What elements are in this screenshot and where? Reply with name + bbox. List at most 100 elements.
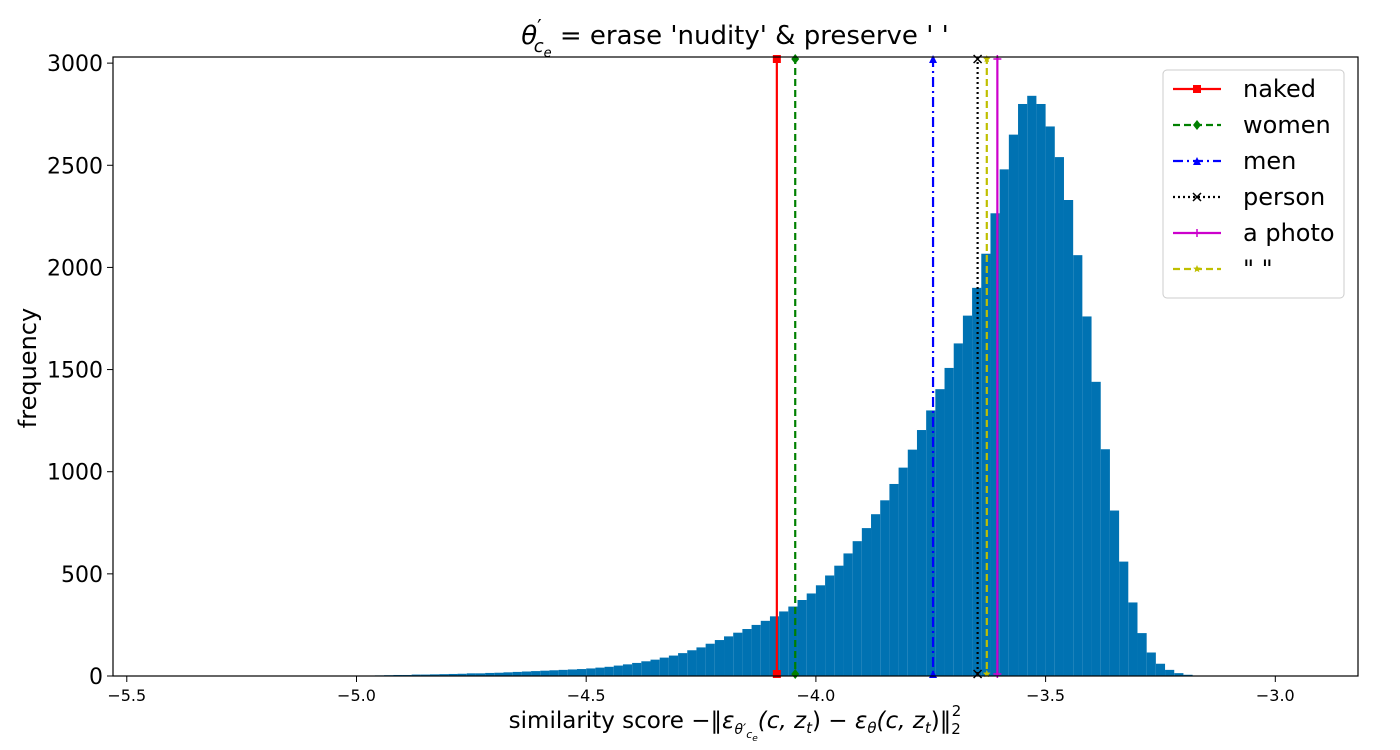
histogram-bar (512, 671, 522, 676)
histogram-bar (889, 483, 899, 676)
title-sub-c: c (534, 36, 544, 57)
histogram-bar (1137, 633, 1147, 676)
histogram-bar (696, 647, 706, 676)
y-tick-label: 2500 (47, 154, 103, 179)
histogram-bar (751, 624, 761, 676)
histogram-bar (1165, 669, 1175, 676)
histogram-bar (650, 659, 660, 676)
x-tick-label: −3.5 (1026, 686, 1065, 705)
histogram-bar (916, 430, 927, 676)
legend-label: men (1243, 147, 1296, 175)
histogram-bar (871, 514, 881, 676)
legend-entry: a photo (1173, 219, 1335, 247)
vline-naked (772, 55, 781, 678)
histogram-bar (760, 620, 770, 676)
histogram-bar (806, 593, 816, 676)
histogram-bar (1036, 103, 1046, 676)
histogram-bar (1155, 663, 1166, 676)
square-marker (772, 670, 781, 678)
title-theta: θ (521, 21, 537, 51)
xlabel-mid3: (c, z (877, 708, 926, 734)
histogram-bar (1008, 134, 1019, 676)
histogram-bar (1146, 652, 1156, 676)
xlabel-prefix: similarity score −‖ (509, 708, 722, 734)
legend-entry: naked (1173, 75, 1316, 103)
histogram-bar (714, 640, 725, 676)
xlabel-sub2: 2 (951, 720, 961, 738)
x-tick-label: −5.0 (337, 686, 376, 705)
histogram-bar (503, 672, 513, 676)
histogram-bar (411, 674, 421, 676)
histogram-bar (668, 655, 679, 676)
histogram-bar (1045, 126, 1055, 677)
histogram-bar (1054, 157, 1064, 677)
y-axis: 0 500 1000 1500 2000 2500 3000 (47, 52, 113, 690)
legend-label: " " (1243, 255, 1273, 283)
xlabel-sup2: 2 (952, 702, 962, 720)
xlabel-eps2-sub: θ (867, 719, 876, 737)
xlabel-eps1-sub-e: e (752, 734, 758, 744)
square-marker (1193, 85, 1201, 93)
x-tick-label: −4.0 (796, 686, 835, 705)
xlabel-mid: (c, z (758, 708, 807, 734)
histogram-bar (953, 343, 963, 676)
histogram-bar (1073, 255, 1083, 676)
y-tick-label: 1000 (47, 461, 103, 486)
xlabel-eps1: ε (722, 708, 734, 734)
histogram-bar (1183, 674, 1193, 676)
histogram-bar (567, 669, 578, 676)
xlabel-end: )‖ (931, 708, 951, 734)
legend-box (1162, 69, 1345, 299)
diamond-marker (791, 54, 800, 64)
histogram-bar (880, 500, 890, 676)
histogram-bar (622, 664, 633, 676)
histogram-bar (788, 606, 798, 676)
plus-marker (993, 670, 1002, 678)
xlabel-eps1-sub-theta: θ′ (734, 722, 747, 738)
histogram-bar (1018, 103, 1028, 676)
histogram-bar (944, 367, 954, 676)
x-axis: −5.5 −5.0 −4.5 −4.0 −3.5 −3.0 (107, 676, 1295, 705)
y-tick-label: 0 (89, 665, 103, 690)
histogram-bar (999, 169, 1009, 676)
histogram-bar (926, 410, 936, 676)
histogram-bar (1100, 449, 1110, 676)
histogram-bar (420, 674, 430, 676)
histogram-bar (613, 665, 623, 676)
histogram-bar (769, 616, 780, 676)
histogram-bar (457, 673, 467, 676)
xlabel-eps2: ε (855, 708, 867, 734)
legend-label: women (1243, 111, 1331, 139)
histogram-bar (632, 662, 642, 676)
histogram-bar (678, 653, 688, 676)
x-tick-label: −5.5 (107, 686, 146, 705)
histogram-bar (972, 287, 982, 676)
histogram-bar (843, 553, 853, 676)
histogram-bar (687, 650, 697, 676)
histogram-bar (1109, 510, 1120, 676)
histogram-bar (558, 669, 568, 676)
histogram-bar (466, 673, 476, 676)
histogram-bar (962, 315, 973, 676)
histogram-bar (531, 671, 541, 676)
xlabel-t1: t (806, 719, 813, 737)
x-tick-label: −3.0 (1256, 686, 1295, 705)
histogram-bar (861, 528, 872, 676)
xlabel-mid2: ) − (812, 708, 855, 734)
y-tick-label: 500 (61, 563, 103, 588)
histogram-bar (1119, 561, 1129, 676)
histogram-bar (779, 611, 789, 676)
histogram-bar (907, 449, 917, 676)
vline-a-photo (993, 55, 1002, 678)
legend: naked women men person a photo " " (1162, 69, 1345, 299)
legend-entry: men (1173, 147, 1296, 175)
title-rest: = erase 'nudity' & preserve ' ' (552, 21, 949, 51)
y-tick-label: 1500 (47, 359, 103, 384)
histogram-bar (742, 629, 752, 676)
legend-entry: person (1173, 183, 1325, 211)
histogram-bar (485, 672, 495, 676)
histogram-bar (475, 673, 486, 676)
square-marker (772, 55, 781, 63)
histogram-bar (1128, 602, 1138, 676)
